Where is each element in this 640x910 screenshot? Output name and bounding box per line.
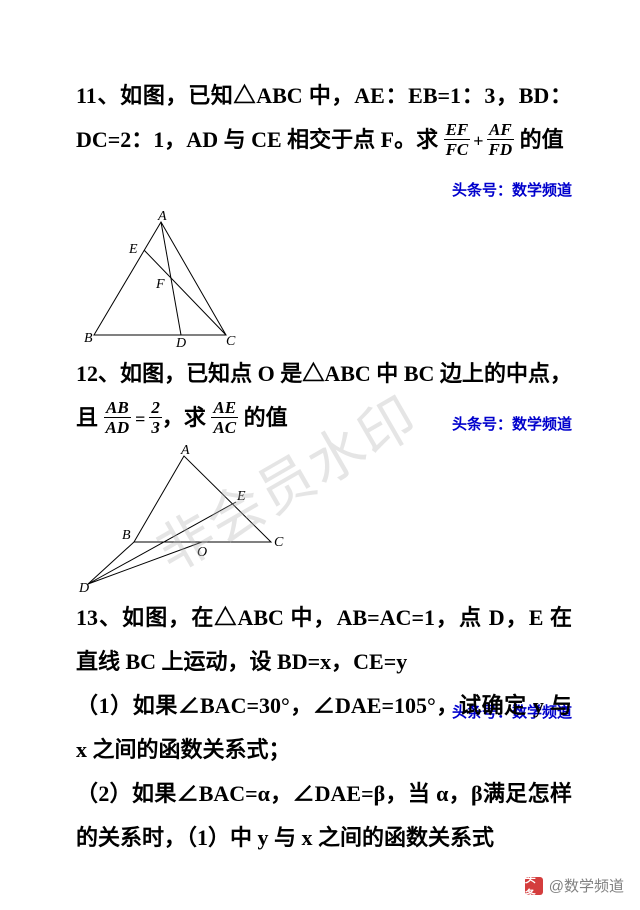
triangle-11-svg: A B C D E F <box>76 210 251 350</box>
lbl-E2: E <box>236 489 246 504</box>
lbl-A: A <box>157 210 167 224</box>
problem-11: 11、如图，已知△ABC 中，AE：EB=1：3，BD：DC=2：1，AD 与 … <box>76 74 572 162</box>
p13-t1: 如图，在△ABC 中，AB=AC=1，点 D，E 在直线 BC 上运动，设 BD… <box>76 605 572 674</box>
p11-frac2: AFFD <box>487 121 515 158</box>
p12-t3: 的值 <box>238 405 288 430</box>
p12-frac3: AEAC <box>211 399 238 436</box>
p13-part2: （2）如果∠BAC=α，∠DAE=β，当 α，β满足怎样的关系时，（1）中 y … <box>76 781 572 850</box>
problem-13-part1: （1）如果∠BAC=30°，∠DAE=105°，试确定 y 与 x 之间的函数关… <box>76 684 572 772</box>
triangle-12-svg: A B C D E O <box>76 444 291 594</box>
problem-13: 13、如图，在△ABC 中，AB=AC=1，点 D，E 在直线 BC 上运动，设… <box>76 596 572 684</box>
problem-13-part2: （2）如果∠BAC=α，∠DAE=β，当 α，β满足怎样的关系时，（1）中 y … <box>76 772 572 860</box>
lbl-F: F <box>155 277 165 292</box>
tag-12: 头条号：数学频道 <box>452 410 572 440</box>
p11-num: 11、 <box>76 83 120 108</box>
tag-11: 头条号：数学频道 <box>452 176 572 206</box>
lbl-C: C <box>226 334 236 349</box>
toutiao-icon: 头条 <box>525 877 543 895</box>
p12-frac1: ABAD <box>104 399 132 436</box>
lbl-O2: O <box>197 545 207 560</box>
lbl-A2: A <box>180 444 190 458</box>
lbl-B2: B <box>122 528 131 543</box>
p12-frac2: 23 <box>149 399 162 436</box>
lbl-B: B <box>84 331 93 346</box>
problem-12: 12、如图，已知点 O 是△ABC 中 BC 边上的中点，且 ABAD=23，求… <box>76 352 572 440</box>
plus: + <box>470 131 486 151</box>
lbl-D2: D <box>78 581 89 594</box>
figure-11: A B C D E F <box>76 210 572 350</box>
figure-12: A B C D E O <box>76 444 572 594</box>
p13-part1: （1）如果∠BAC=30°，∠DAE=105°，试确定 y 与 x 之间的函数关… <box>76 693 572 762</box>
p13-num: 13、 <box>76 605 122 630</box>
lbl-D: D <box>175 336 186 350</box>
footer: 头条 @数学频道 <box>525 875 624 896</box>
p12-t2: ，求 <box>162 405 206 430</box>
p11-t2: 的值 <box>514 127 564 152</box>
eq: = <box>131 409 149 429</box>
p12-num: 12、 <box>76 361 120 386</box>
lbl-C2: C <box>274 535 284 550</box>
lbl-E: E <box>128 242 138 257</box>
p11-frac1: EFFC <box>444 121 471 158</box>
footer-text: @数学频道 <box>549 875 624 896</box>
